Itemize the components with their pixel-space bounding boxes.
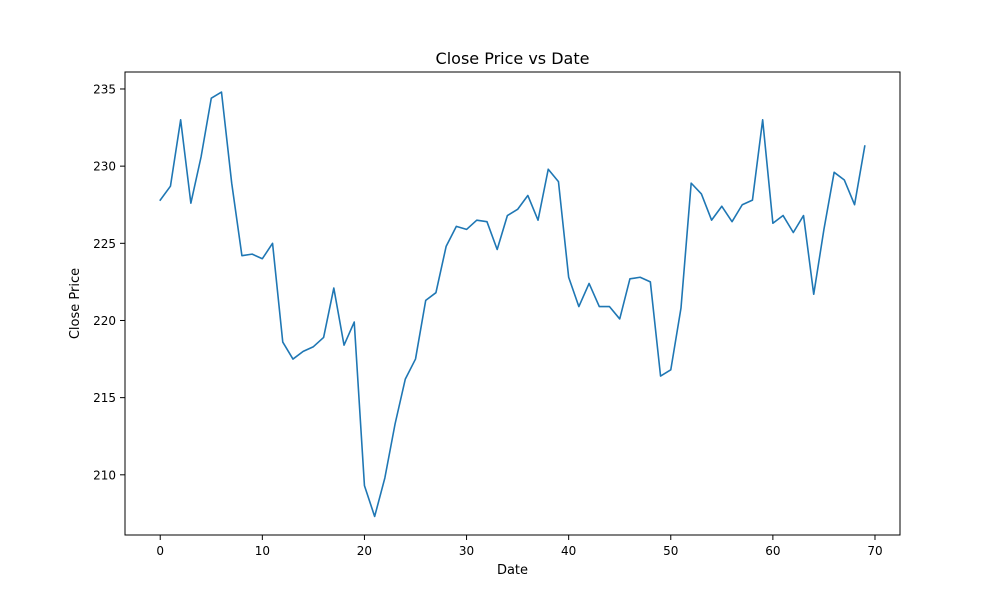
y-tick-label: 220 bbox=[93, 314, 116, 328]
x-tick-label: 0 bbox=[156, 544, 164, 558]
x-tick-label: 20 bbox=[357, 544, 372, 558]
y-axis-label: Close Price bbox=[68, 268, 83, 339]
plot-area-frame bbox=[124, 71, 901, 536]
y-tick-label: 235 bbox=[93, 82, 116, 96]
series-line-layer bbox=[159, 91, 866, 518]
y-tick-label: 215 bbox=[93, 391, 116, 405]
y-tick-label: 230 bbox=[93, 160, 116, 174]
y-tick-label: 225 bbox=[93, 237, 116, 251]
x-tick-label: 50 bbox=[663, 544, 678, 558]
x-tick-label: 30 bbox=[459, 544, 474, 558]
axis-layer: 0 10 20 30 40 50 60 70 210 215 220 225 230 235 bbox=[93, 82, 883, 558]
x-axis-label: Date bbox=[497, 563, 528, 578]
x-tick-label: 10 bbox=[255, 544, 270, 558]
y-tick-label: 210 bbox=[93, 468, 116, 482]
x-tick-label: 70 bbox=[867, 544, 882, 558]
x-tick-label: 40 bbox=[561, 544, 576, 558]
close-price-series-line bbox=[159, 91, 866, 518]
x-tick-label: 60 bbox=[765, 544, 780, 558]
chart-title: Close Price vs Date bbox=[436, 49, 590, 68]
